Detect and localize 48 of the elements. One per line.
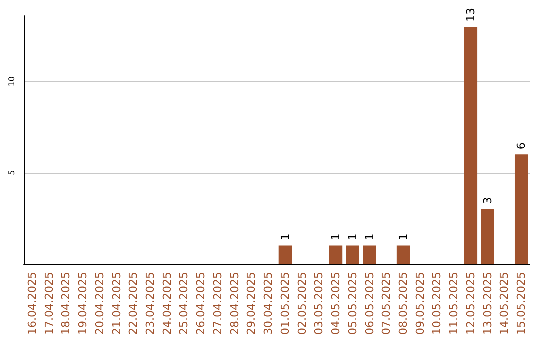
x-tick-label: 11.05.2025 — [448, 272, 461, 336]
data-label: 1 — [346, 234, 360, 241]
x-tick-label: 28.04.2025 — [228, 272, 242, 336]
x-tick-label: 15.05.2025 — [515, 272, 528, 336]
x-tick-label: 27.04.2025 — [211, 272, 224, 336]
x-tick-label: 30.04.2025 — [262, 272, 276, 336]
x-tick-label: 03.05.2025 — [312, 272, 326, 336]
x-tick-label: 13.05.2025 — [481, 272, 494, 336]
x-tick-label: 17.04.2025 — [42, 272, 56, 336]
x-tick-label: 05.05.2025 — [346, 272, 360, 336]
y-tick-label: 5 — [8, 170, 16, 176]
x-tick-label: 24.04.2025 — [160, 272, 174, 336]
bar — [363, 246, 376, 264]
bar — [329, 246, 343, 264]
x-tick-label: 04.05.2025 — [330, 272, 343, 336]
x-tick-label: 06.05.2025 — [363, 272, 376, 336]
x-tick-label: 19.04.2025 — [76, 272, 90, 336]
data-label: 1 — [330, 234, 343, 241]
x-tick-label: 29.04.2025 — [245, 272, 258, 336]
x-tick-label: 09.05.2025 — [414, 272, 427, 336]
data-label: 1 — [397, 234, 410, 241]
bar — [396, 246, 410, 264]
x-tick-label: 26.04.2025 — [194, 272, 208, 336]
x-tick-label: 02.05.2025 — [296, 272, 309, 336]
x-tick-label: 07.05.2025 — [380, 272, 394, 336]
x-tick-label: 12.05.2025 — [464, 272, 478, 336]
x-tick-label: 23.04.2025 — [144, 272, 157, 336]
data-label: 1 — [363, 234, 376, 241]
data-label: 13 — [464, 8, 478, 22]
x-tick-label: 22.04.2025 — [127, 272, 140, 336]
bar — [278, 246, 292, 264]
data-label: 6 — [515, 142, 528, 150]
x-tick-label: 20.04.2025 — [93, 272, 106, 336]
data-label: 1 — [278, 234, 292, 241]
x-tick-label: 01.05.2025 — [278, 272, 292, 336]
x-tick-label: 18.04.2025 — [60, 272, 73, 336]
x-tick-label: 25.04.2025 — [178, 272, 191, 336]
bar — [481, 209, 494, 264]
x-tick-label: 21.04.2025 — [110, 272, 124, 336]
x-tick-label: 08.05.2025 — [397, 272, 410, 336]
y-tick-label: 10 — [8, 76, 16, 87]
bar — [514, 154, 528, 264]
data-label: 3 — [481, 197, 494, 204]
x-tick-label: 16.04.2025 — [26, 272, 39, 336]
x-tick-label: 14.05.2025 — [498, 272, 512, 336]
x-tick-label: 10.05.2025 — [430, 272, 444, 336]
bar — [346, 246, 360, 264]
bar — [464, 26, 478, 264]
